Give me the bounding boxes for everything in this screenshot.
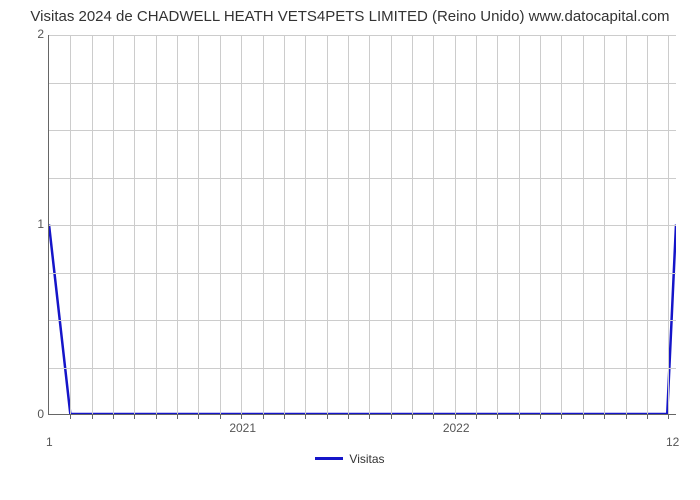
x-minor-tick [70,414,71,419]
x-minor-tick [412,414,413,419]
gridline-v [369,35,370,414]
x-minor-tick [348,414,349,419]
gridline-v [305,35,306,414]
legend: Visitas [18,451,682,466]
x-minor-tick [134,414,135,419]
x-minor-tick [668,414,669,419]
x-corner-right: 12 [666,435,679,449]
x-minor-tick [455,414,456,419]
gridline-v [348,35,349,414]
gridline-v [412,35,413,414]
x-minor-tick [433,414,434,419]
gridline-v [113,35,114,414]
x-minor-tick [497,414,498,419]
gridline-v [263,35,264,414]
gridline-v [561,35,562,414]
x-major-label: 2022 [443,421,470,435]
y-tick-label: 0 [24,407,44,421]
chart-container: Visitas 2024 de CHADWELL HEATH VETS4PETS… [0,0,700,500]
gridline-v [220,35,221,414]
y-tick-label: 2 [24,27,44,41]
gridline-v [241,35,242,414]
x-major-label: 2021 [229,421,256,435]
x-minor-tick [263,414,264,419]
x-minor-tick [220,414,221,419]
gridline-v [391,35,392,414]
x-minor-tick [327,414,328,419]
x-minor-tick [583,414,584,419]
x-minor-tick [369,414,370,419]
gridline-v [476,35,477,414]
x-minor-tick [305,414,306,419]
gridline-v [497,35,498,414]
gridline-v [198,35,199,414]
gridline-v [284,35,285,414]
x-minor-tick [198,414,199,419]
gridline-v [327,35,328,414]
x-minor-tick [476,414,477,419]
gridline-v [604,35,605,414]
x-minor-tick [92,414,93,419]
gridline-v [647,35,648,414]
x-minor-tick [561,414,562,419]
x-minor-tick [540,414,541,419]
x-minor-tick [604,414,605,419]
gridline-v [583,35,584,414]
x-minor-tick [626,414,627,419]
y-tick-label: 1 [24,217,44,231]
gridline-v [540,35,541,414]
x-minor-tick [647,414,648,419]
x-minor-tick [241,414,242,419]
x-minor-tick [113,414,114,419]
plot-area [48,35,676,415]
x-corner-left: 1 [46,435,53,449]
x-minor-tick [284,414,285,419]
gridline-v [626,35,627,414]
gridline-v [433,35,434,414]
legend-label: Visitas [349,452,384,466]
gridline-v [134,35,135,414]
chart-area: 01220212022112 [18,29,682,449]
x-minor-tick [156,414,157,419]
gridline-v [92,35,93,414]
x-minor-tick [391,414,392,419]
x-minor-tick [177,414,178,419]
gridline-v [177,35,178,414]
gridline-v [668,35,669,414]
gridline-v [156,35,157,414]
x-minor-tick [519,414,520,419]
gridline-v [455,35,456,414]
gridline-v [70,35,71,414]
gridline-v [519,35,520,414]
legend-swatch [315,457,343,460]
chart-title: Visitas 2024 de CHADWELL HEATH VETS4PETS… [18,8,682,25]
